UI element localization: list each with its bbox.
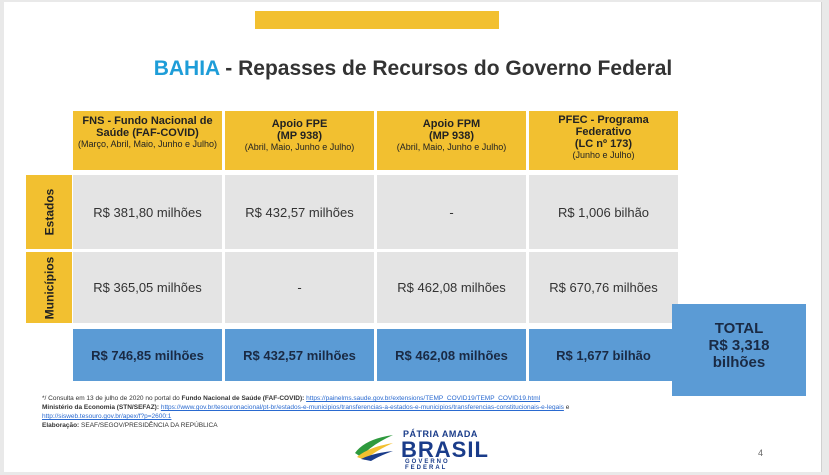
source-link-sisweb[interactable]: http://sisweb.tesouro.gov.br/apex/f?p=26…	[42, 413, 172, 420]
column-header-fns: FNS - Fundo Nacional de Saúde (FAF-COVID…	[73, 111, 222, 170]
column-header-pfec: PFEC - Programa Federativo (LC nº 173) (…	[529, 111, 678, 170]
footnote-line-3: http://sisweb.tesouro.gov.br/apex/f?p=26…	[42, 412, 722, 421]
total-cell: R$ 432,57 milhões	[225, 329, 374, 381]
table-cell: R$ 381,80 milhões	[73, 175, 222, 249]
column-sub: (LC nº 173)	[574, 138, 633, 150]
column-sub: (MP 938)	[276, 130, 323, 142]
table-cell: R$ 1,006 bilhão	[529, 175, 678, 249]
column-period: (Abril, Maio, Junho e Julho)	[244, 142, 355, 152]
source-link-fns[interactable]: https://painelms.saude.gov.br/extensions…	[306, 395, 541, 402]
row-label-municipios: Municípios	[26, 252, 72, 323]
logo-text-bottom: GOVERNO FEDERAL	[405, 459, 450, 471]
grand-total-value: R$ 3,318	[708, 337, 770, 354]
column-title: FNS - Fundo Nacional de Saúde (FAF-COVID…	[82, 115, 213, 139]
column-title: PFEC - Programa Federativo	[558, 114, 649, 138]
table-cell: R$ 432,57 milhões	[225, 175, 374, 249]
logo-text-main: BRASIL	[401, 437, 489, 462]
total-callout-arrow	[657, 329, 673, 381]
title-rest: - Repasses de Recursos do Governo Federa…	[219, 57, 673, 80]
slide: BAHIA - Repasses de Recursos do Governo …	[4, 2, 822, 472]
grand-total-label: TOTAL	[714, 320, 764, 337]
logo-text-top: PÁTRIA AMADA	[403, 429, 478, 439]
total-cell: R$ 1,677 bilhão	[529, 329, 678, 381]
column-period: (Março, Abril, Maio, Junho e Julho)	[77, 139, 218, 149]
page-title: BAHIA - Repasses de Recursos do Governo …	[4, 57, 822, 81]
table-cell: -	[377, 175, 526, 249]
footnotes: */ Consulta em 13 de julho de 2020 no po…	[42, 394, 722, 430]
table-cell: R$ 365,05 milhões	[73, 252, 222, 323]
row-label-estados: Estados	[26, 175, 72, 249]
table-cell: R$ 670,76 milhões	[529, 252, 678, 323]
brasil-logo: PÁTRIA AMADA BRASIL GOVERNO FEDERAL	[353, 429, 489, 471]
source-link-tesouro[interactable]: https://www.gov.br/tesouronacional/pt-br…	[160, 404, 564, 411]
column-title: Apoio FPM	[422, 118, 481, 130]
column-sub: (MP 938)	[428, 130, 475, 142]
footnote-line-1: */ Consulta em 13 de julho de 2020 no po…	[42, 395, 541, 402]
brasil-flag-icon	[355, 435, 393, 461]
grand-total-box: TOTAL R$ 3,318 bilhões	[672, 304, 806, 396]
title-state: BAHIA	[153, 57, 220, 80]
footnote-line-4: Elaboração: SEAF/SEGOV/PRESIDÊNCIA DA RE…	[42, 422, 218, 429]
footnote-line-2: Ministério da Economia (STN/SEFAZ): http…	[42, 404, 570, 411]
column-title: Apoio FPE	[271, 118, 328, 130]
column-header-fpm: Apoio FPM (MP 938) (Abril, Maio, Junho e…	[377, 111, 526, 170]
top-accent-bar	[255, 11, 499, 29]
column-period: (Abril, Maio, Junho e Julho)	[396, 142, 507, 152]
column-period: (Junho e Julho)	[572, 150, 635, 160]
grand-total-unit: bilhões	[712, 354, 766, 371]
table-cell: R$ 462,08 milhões	[377, 252, 526, 323]
total-cell: R$ 746,85 milhões	[73, 329, 222, 381]
page-number: 4	[758, 448, 764, 458]
column-header-fpe: Apoio FPE (MP 938) (Abril, Maio, Junho e…	[225, 111, 374, 170]
table-cell: -	[225, 252, 374, 323]
total-cell: R$ 462,08 milhões	[377, 329, 526, 381]
